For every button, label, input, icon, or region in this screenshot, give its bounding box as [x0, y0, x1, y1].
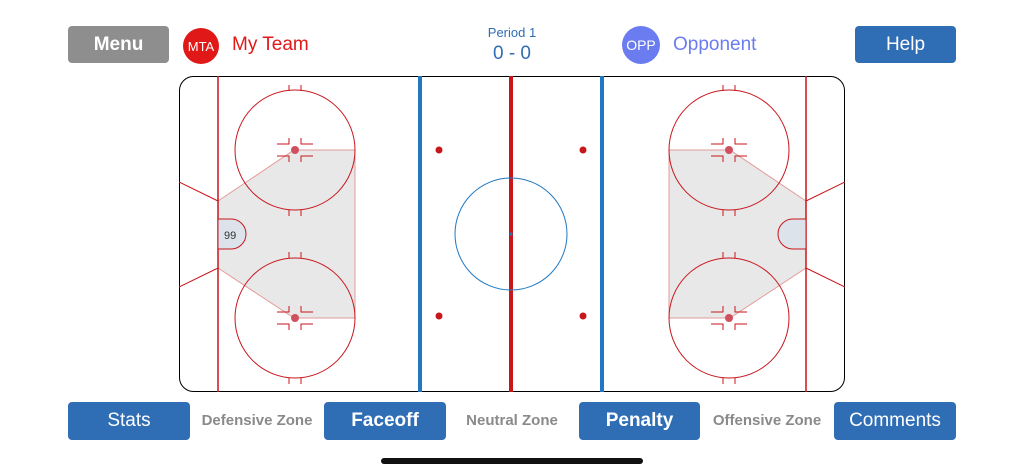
neutral-zone-label: Neutral Zone — [466, 412, 558, 429]
goalie-number: 99 — [224, 230, 236, 242]
offensive-zone-label: Offensive Zone — [712, 412, 822, 429]
right-top-faceoff-dot[interactable] — [725, 146, 733, 154]
neutral-dot-left-top[interactable] — [435, 146, 443, 154]
neutral-dot-right-top[interactable] — [579, 146, 587, 154]
score-display: 0 - 0 — [492, 43, 532, 64]
left-trapezoid-top — [179, 181, 219, 202]
right-bottom-faceoff-circle[interactable] — [668, 257, 790, 379]
home-team-avatar: MTA — [183, 28, 219, 64]
left-bottom-faceoff-circle[interactable] — [234, 257, 356, 379]
right-goal-crease[interactable] — [777, 218, 807, 250]
comments-button[interactable]: Comments — [834, 402, 956, 440]
away-team-avatar: OPP — [622, 26, 660, 64]
help-button[interactable]: Help — [855, 26, 956, 63]
home-indicator[interactable] — [381, 458, 643, 464]
stats-button[interactable]: Stats — [68, 402, 190, 440]
home-team-name: My Team — [232, 34, 309, 55]
left-top-faceoff-circle[interactable] — [234, 89, 356, 211]
faceoff-button[interactable]: Faceoff — [324, 402, 446, 440]
left-goal-crease[interactable] — [217, 218, 247, 250]
left-circle-hashmarks — [277, 85, 313, 384]
period-label: Period 1 — [487, 25, 537, 40]
menu-button[interactable]: Menu — [68, 26, 169, 63]
center-faceoff-dot[interactable] — [509, 232, 513, 236]
right-blue-line — [600, 76, 604, 392]
left-top-faceoff-dot[interactable] — [291, 146, 299, 154]
right-trapezoid-bottom — [805, 267, 845, 288]
left-blue-line — [418, 76, 422, 392]
hockey-rink[interactable]: 99 — [179, 76, 845, 392]
penalty-button[interactable]: Penalty — [579, 402, 700, 440]
center-faceoff-circle[interactable] — [454, 177, 568, 291]
away-team-name: Opponent — [673, 34, 757, 55]
right-trapezoid-top — [805, 181, 845, 202]
right-circle-hashmarks — [711, 85, 747, 384]
defensive-zone-label: Defensive Zone — [201, 412, 313, 429]
right-bottom-faceoff-dot[interactable] — [725, 314, 733, 322]
left-trapezoid-bottom — [179, 267, 219, 288]
right-top-faceoff-circle[interactable] — [668, 89, 790, 211]
neutral-dot-left-bottom[interactable] — [435, 312, 443, 320]
neutral-dot-right-bottom[interactable] — [579, 312, 587, 320]
left-bottom-faceoff-dot[interactable] — [291, 314, 299, 322]
